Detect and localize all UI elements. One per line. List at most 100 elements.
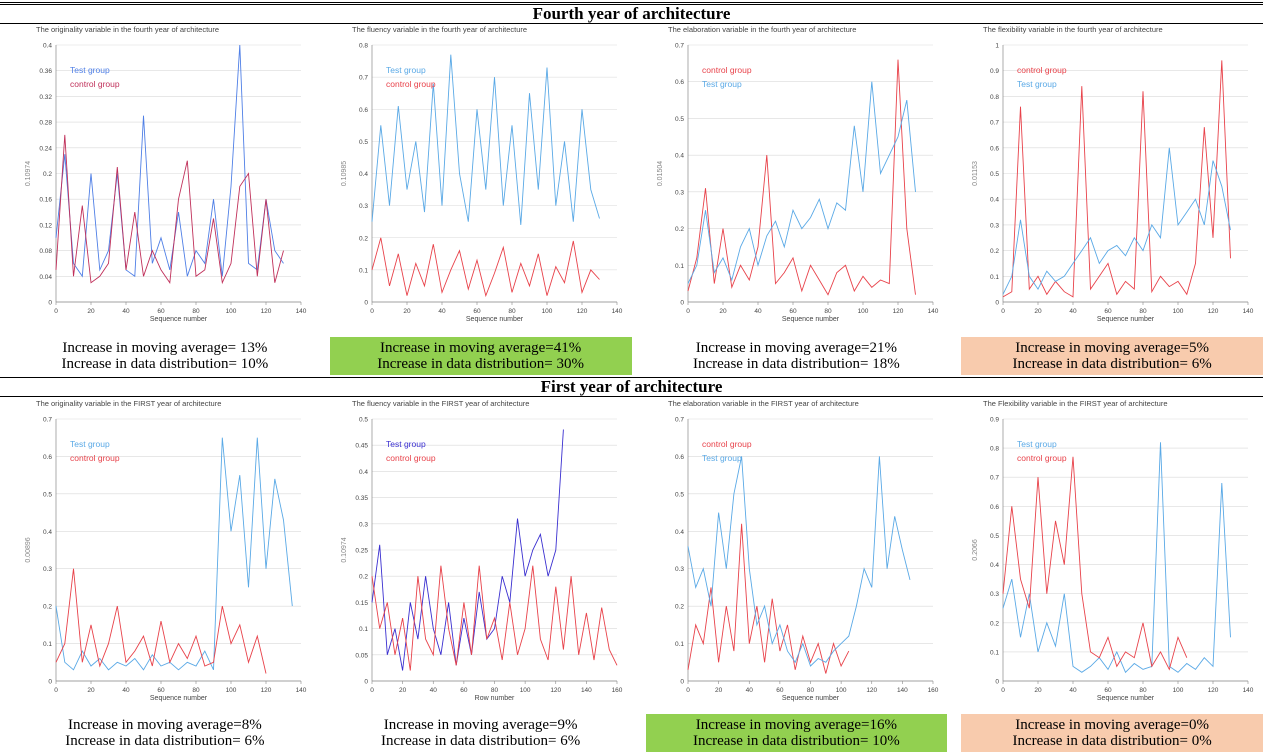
y-tick-label: 0.4	[359, 469, 368, 476]
x-tick-label: 0	[686, 308, 690, 315]
y-tick-label: 0.5	[990, 533, 999, 540]
y-tick-label: 0.6	[43, 454, 52, 461]
x-tick-label: 100	[541, 308, 552, 315]
caption-line: Increase in data distribution= 6%	[1012, 356, 1212, 372]
legend-entry: Test group	[1017, 79, 1057, 89]
caption: Increase in moving average=5% Increase in…	[961, 337, 1263, 375]
y-tick-label: 0.5	[43, 491, 52, 498]
legend-entry: control group	[1017, 65, 1067, 75]
x-tick-label: 0	[370, 687, 374, 694]
caption-line: Increase in moving average=5%	[1015, 340, 1210, 356]
series-line	[55, 44, 284, 278]
legend-entry: control group	[386, 453, 436, 463]
x-tick-label: 140	[1243, 687, 1254, 694]
y-tick-label: 0.05	[355, 652, 368, 659]
x-axis-label: Sequence number	[466, 316, 524, 323]
y-tick-label: 0.5	[674, 116, 683, 123]
y-tick-label: 0.6	[674, 79, 683, 86]
caption: Increase in moving average=8% Increase in…	[14, 714, 316, 752]
line-chart: The fluency variable in the FIRST year o…	[341, 399, 623, 702]
x-tick-label: 140	[296, 687, 307, 694]
chart-title: The flexibility variable in the fourth y…	[983, 25, 1163, 34]
legend-entry: control group	[702, 65, 752, 75]
legend-entry: Test group	[70, 65, 110, 75]
series-line	[371, 565, 618, 671]
y-tick-label: 0.4	[359, 171, 368, 178]
caption: Increase in moving average= 13% Increase …	[14, 337, 316, 375]
x-tick-label: 120	[1208, 308, 1219, 315]
y-tick-label: 0	[680, 679, 684, 686]
x-tick-label: 60	[157, 308, 165, 315]
y-tick-label: 0.8	[990, 446, 999, 453]
x-tick-label: 80	[192, 308, 200, 315]
y-tick-label: 0.1	[990, 649, 999, 656]
series-line	[55, 568, 267, 674]
y-tick-label: 0	[364, 300, 368, 307]
y-tick-label: 0.2	[43, 604, 52, 611]
y-axis-label: 0.01153	[972, 161, 979, 186]
y-tick-label: 0.15	[355, 600, 368, 607]
y-tick-label: 0.3	[990, 222, 999, 229]
x-tick-label: 120	[550, 687, 561, 694]
x-tick-label: 0	[1001, 687, 1005, 694]
x-tick-label: 100	[226, 687, 237, 694]
y-tick-label: 0.4	[990, 562, 999, 569]
x-tick-label: 40	[754, 308, 762, 315]
caption-line: Increase in moving average=0%	[1015, 717, 1210, 733]
legend-entry: Test group	[70, 439, 110, 449]
x-tick-label: 60	[473, 308, 481, 315]
y-tick-label: 0.5	[359, 417, 368, 424]
caption-line: Increase in moving average= 13%	[62, 340, 268, 356]
series-line	[371, 429, 564, 671]
x-tick-label: 140	[927, 308, 938, 315]
x-tick-label: 60	[776, 687, 784, 694]
x-tick-label: 0	[686, 687, 690, 694]
x-axis-label: Row number	[474, 695, 514, 702]
x-tick-label: 40	[438, 308, 446, 315]
y-tick-label: 0.45	[355, 443, 368, 450]
line-chart: The fluency variable in the fourth year …	[341, 25, 623, 323]
y-tick-label: 0	[48, 300, 52, 307]
chart-title: The originality variable in the FIRST ye…	[36, 399, 221, 408]
y-tick-label: 0.16	[39, 197, 52, 204]
caption: Increase in moving average=41% Increase i…	[329, 337, 632, 375]
x-tick-label: 40	[122, 308, 130, 315]
caption-line: Increase in moving average=21%	[695, 340, 898, 356]
x-tick-label: 40	[745, 687, 753, 694]
x-tick-label: 160	[927, 687, 938, 694]
x-tick-label: 140	[896, 687, 907, 694]
y-tick-label: 0.1	[43, 641, 52, 648]
section-header: First year of architecture	[0, 377, 1263, 397]
y-tick-label: 0.3	[674, 566, 683, 573]
y-tick-label: 0.4	[43, 529, 52, 536]
caption-line: Increase in moving average=16%	[695, 717, 898, 733]
y-axis-label: 0.2066	[972, 539, 979, 561]
x-tick-label: 100	[857, 308, 868, 315]
series-line	[55, 437, 293, 671]
y-tick-label: 0.8	[990, 94, 999, 101]
y-tick-label: 0.9	[990, 417, 999, 424]
y-tick-label: 0.1	[990, 274, 999, 281]
x-tick-label: 100	[835, 687, 846, 694]
x-tick-label: 80	[824, 308, 832, 315]
y-tick-label: 0.5	[359, 139, 368, 146]
x-tick-label: 60	[1105, 687, 1113, 694]
series-line	[1002, 147, 1232, 295]
caption-line: Increase in data distribution= 10%	[693, 733, 900, 749]
x-tick-label: 100	[519, 687, 530, 694]
y-tick-label: 0.7	[990, 475, 999, 482]
x-tick-label: 80	[192, 687, 200, 694]
x-tick-label: 40	[429, 687, 437, 694]
y-tick-label: 0.28	[39, 120, 52, 127]
x-tick-label: 20	[403, 308, 411, 315]
y-tick-label: 0.2	[990, 620, 999, 627]
series-line	[1002, 456, 1188, 671]
x-tick-label: 60	[460, 687, 468, 694]
y-tick-label: 0.3	[990, 591, 999, 598]
x-tick-label: 20	[719, 308, 727, 315]
legend-entry: control group	[70, 453, 120, 463]
x-tick-label: 100	[1173, 308, 1184, 315]
caption: Increase in moving average=21% Increase i…	[646, 337, 948, 375]
y-tick-label: 0	[680, 300, 684, 307]
